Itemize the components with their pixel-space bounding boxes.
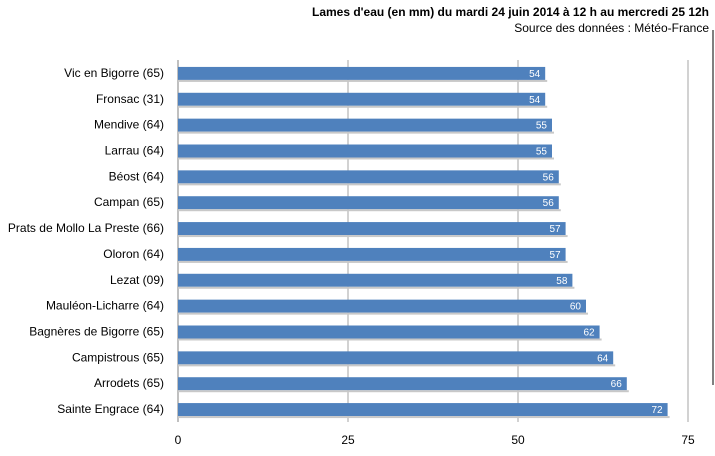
- bar-2: [178, 92, 546, 106]
- category-label-1: Vic en Bigorre (65): [64, 66, 164, 80]
- data-label-14: 72: [651, 405, 663, 416]
- data-label-3: 55: [536, 121, 548, 132]
- bar-10: [178, 299, 586, 313]
- bar-14: [178, 403, 668, 417]
- bar-shadow-12: [178, 364, 616, 367]
- bar-1: [178, 66, 546, 80]
- data-label-9: 58: [556, 276, 568, 287]
- x-axis-ticks: 0 25 50 75: [175, 433, 695, 447]
- data-label-5: 56: [543, 172, 555, 183]
- category-label-3: Mendive (64): [94, 118, 164, 132]
- bar-12: [178, 351, 614, 365]
- chart-title: Lames d'eau (en mm) du mardi 24 juin 201…: [312, 5, 709, 19]
- bar-8: [178, 247, 566, 261]
- category-label-11: Bagnères de Bigorre (65): [29, 325, 164, 339]
- bar-shadow-3: [178, 131, 554, 134]
- bar-4: [178, 144, 552, 158]
- bar-11: [178, 325, 600, 339]
- bar-7: [178, 222, 566, 236]
- data-label-6: 56: [543, 198, 555, 209]
- category-labels: Vic en Bigorre (65) Fronsac (31) Mendive (…: [8, 66, 164, 416]
- x-tick-label-25: 25: [341, 433, 355, 447]
- bar-3: [178, 118, 552, 132]
- bar-shadow-8: [178, 260, 568, 263]
- category-label-12: Campistrous (65): [72, 350, 164, 364]
- bar-shadow-6: [178, 209, 561, 212]
- x-tick-label-75: 75: [681, 433, 695, 447]
- data-label-2: 54: [529, 95, 541, 106]
- bar-13: [178, 377, 627, 391]
- category-label-9: Lezat (09): [110, 273, 164, 287]
- bar-shadow-4: [178, 157, 554, 160]
- bar-6: [178, 196, 559, 210]
- data-label-10: 60: [570, 302, 582, 313]
- data-label-7: 57: [549, 224, 561, 235]
- data-label-8: 57: [549, 250, 561, 261]
- data-label-11: 62: [583, 328, 595, 339]
- category-label-4: Larrau (64): [105, 144, 164, 158]
- data-label-12: 64: [597, 353, 609, 364]
- category-label-5: Béost (64): [109, 169, 164, 183]
- category-label-10: Mauléon-Licharre (64): [46, 299, 164, 313]
- category-label-6: Campan (65): [94, 195, 164, 209]
- bar-5: [178, 170, 559, 184]
- bar-shadow-13: [178, 390, 629, 393]
- category-label-2: Fronsac (31): [96, 92, 164, 106]
- gridlines: [177, 60, 689, 422]
- category-label-7: Prats de Mollo La Preste (66): [8, 221, 164, 235]
- bar-9: [178, 273, 573, 287]
- x-tick-label-50: 50: [511, 433, 525, 447]
- bar-shadow-14: [178, 416, 670, 419]
- category-label-8: Oloron (64): [103, 247, 164, 261]
- bars: 54 54 55 55 56 56 57 57 58 60 62 64 66 72: [178, 66, 670, 419]
- category-label-13: Arrodets (65): [94, 376, 164, 390]
- x-tick-label-0: 0: [175, 433, 182, 447]
- bar-shadow-9: [178, 286, 575, 289]
- data-label-4: 55: [536, 147, 548, 158]
- bar-shadow-2: [178, 105, 548, 108]
- bar-shadow-1: [178, 79, 548, 82]
- bar-shadow-11: [178, 338, 602, 341]
- bar-shadow-7: [178, 235, 568, 238]
- data-label-1: 54: [529, 69, 541, 80]
- data-label-13: 66: [611, 379, 623, 390]
- chart-subtitle: Source des données : Météo-France: [514, 21, 709, 35]
- bar-shadow-10: [178, 312, 588, 315]
- category-label-14: Sainte Engrace (64): [57, 402, 164, 416]
- bar-shadow-5: [178, 183, 561, 186]
